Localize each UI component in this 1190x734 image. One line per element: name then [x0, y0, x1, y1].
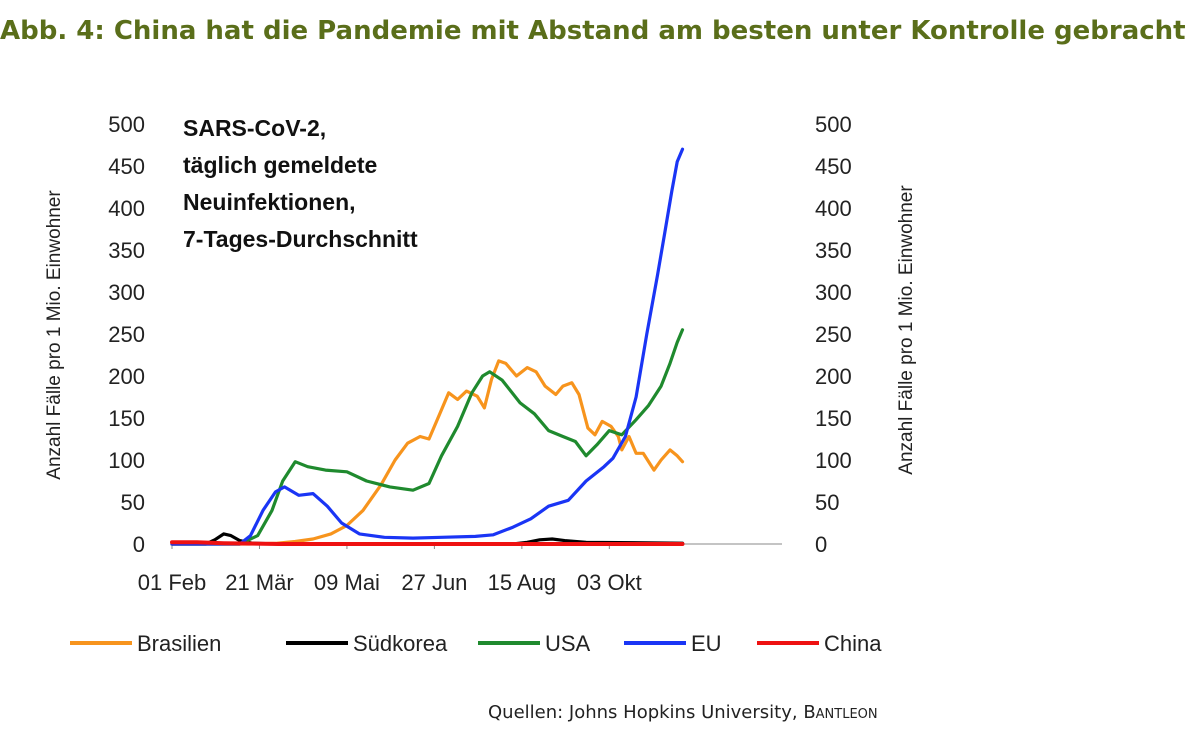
y-tick-label-right: 150 — [815, 406, 852, 431]
y-tick-label-left: 400 — [108, 196, 145, 221]
y-tick-label-right: 350 — [815, 238, 852, 263]
y-tick-label-right: 0 — [815, 532, 827, 557]
y-tick-label-right: 100 — [815, 448, 852, 473]
legend-label: EU — [691, 631, 722, 656]
y-tick-label-left: 250 — [108, 322, 145, 347]
series-line-china — [170, 540, 685, 546]
y-tick-label-right: 400 — [815, 196, 852, 221]
y-tick-label-right: 450 — [815, 154, 852, 179]
legend-label: Südkorea — [353, 631, 448, 656]
x-tick-label: 01 Feb — [138, 570, 207, 595]
x-tick-label: 15 Aug — [488, 570, 557, 595]
y-tick-label-right: 300 — [815, 280, 852, 305]
annotation-line: SARS-CoV-2, — [183, 115, 326, 141]
legend-label: China — [824, 631, 882, 656]
legend: Brasilien Südkorea USA EU China — [70, 631, 882, 656]
y-axis-label-left: Anzahl Fälle pro 1 Mio. Einwohner — [44, 190, 65, 480]
y-tick-label-left: 450 — [108, 154, 145, 179]
y-tick-label-right: 250 — [815, 322, 852, 347]
y-tick-label-left: 200 — [108, 364, 145, 389]
y-axis-right: 0 50 100 150 200 250 300 350 400 450 500 — [815, 112, 852, 557]
source-brand: Bantleon — [803, 702, 878, 723]
series-line-eu — [170, 147, 685, 546]
series-line-brasilien — [170, 359, 685, 546]
chart-annotation: SARS-CoV-2, täglich gemeldete Neuinfektion… — [183, 115, 418, 252]
annotation-line: Neuinfektionen, — [183, 189, 356, 215]
x-tick-label: 03 Okt — [577, 570, 642, 595]
y-tick-label-right: 50 — [815, 490, 839, 515]
x-tick-label: 21 Mär — [225, 570, 293, 595]
x-tick-label: 09 Mai — [314, 570, 380, 595]
y-tick-label-left: 350 — [108, 238, 145, 263]
y-axis-label-right: Anzahl Fälle pro 1 Mio. Einwohner — [896, 185, 917, 475]
source-note: Quellen: Johns Hopkins University, Bantl… — [488, 702, 878, 723]
x-axis: 01 Feb 21 Mär 09 Mai 27 Jun 15 Aug 03 Okt — [138, 543, 782, 595]
legend-label: USA — [545, 631, 591, 656]
series-lines — [170, 147, 685, 546]
y-tick-label-right: 200 — [815, 364, 852, 389]
figure-title: Abb. 4: China hat die Pandemie mit Absta… — [0, 16, 1186, 46]
y-tick-label-left: 50 — [121, 490, 145, 515]
y-tick-label-left: 150 — [108, 406, 145, 431]
legend-label: Brasilien — [137, 631, 221, 656]
annotation-line: täglich gemeldete — [183, 152, 377, 178]
y-tick-label-left: 500 — [108, 112, 145, 137]
source-prefix: Quellen: Johns Hopkins University, — [488, 702, 804, 723]
x-tick-label: 27 Jun — [401, 570, 467, 595]
y-tick-label-left: 0 — [133, 532, 145, 557]
y-tick-label-left: 300 — [108, 280, 145, 305]
annotation-line: 7-Tages-Durchschnitt — [183, 226, 418, 252]
y-axis-left: 0 50 100 150 200 250 300 350 400 450 500 — [108, 112, 145, 557]
y-tick-label-right: 500 — [815, 112, 852, 137]
y-tick-label-left: 100 — [108, 448, 145, 473]
